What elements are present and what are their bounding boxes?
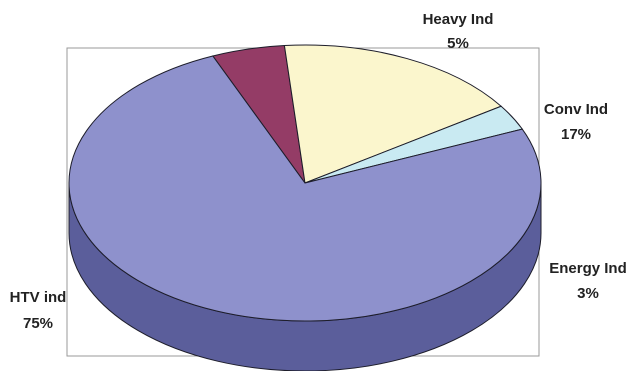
pie-tops <box>68 44 542 322</box>
pie-slice-conv-ind <box>283 44 503 184</box>
slice-label-htv-ind-name: HTV ind <box>10 289 67 306</box>
slice-label-energy-ind-value: 3% <box>577 285 599 302</box>
pie-labels: Heavy Ind 5% Conv Ind 17% Energy Ind 3% … <box>10 11 627 332</box>
slice-label-heavy-ind-name: Heavy Ind <box>423 11 494 28</box>
slice-label-conv-ind-name: Conv Ind <box>544 101 608 118</box>
slice-label-conv-ind-value: 17% <box>561 126 591 143</box>
slice-label-htv-ind-value: 75% <box>23 315 53 332</box>
pie-slice-htv-ind <box>68 55 542 322</box>
slice-label-heavy-ind-value: 5% <box>447 35 469 52</box>
slice-label-energy-ind-name: Energy Ind <box>549 260 627 277</box>
